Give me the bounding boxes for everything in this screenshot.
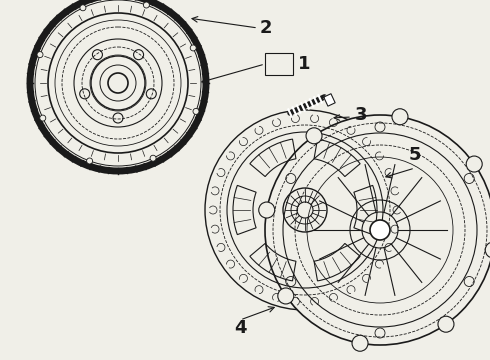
Circle shape xyxy=(352,335,368,351)
Circle shape xyxy=(150,155,156,161)
Circle shape xyxy=(438,316,454,332)
Circle shape xyxy=(485,242,490,258)
Circle shape xyxy=(37,51,43,58)
Circle shape xyxy=(193,108,199,114)
Text: 3: 3 xyxy=(355,106,368,124)
Text: 2: 2 xyxy=(260,19,272,37)
Circle shape xyxy=(190,45,196,51)
Text: 5: 5 xyxy=(409,146,421,164)
Circle shape xyxy=(87,158,93,164)
Circle shape xyxy=(144,2,149,8)
Text: 4: 4 xyxy=(234,319,246,337)
Circle shape xyxy=(40,115,46,121)
Text: 1: 1 xyxy=(298,55,311,73)
Circle shape xyxy=(278,288,294,304)
Circle shape xyxy=(265,115,490,345)
Polygon shape xyxy=(324,94,335,106)
Circle shape xyxy=(80,5,86,11)
Circle shape xyxy=(466,156,482,172)
Circle shape xyxy=(306,128,322,144)
Circle shape xyxy=(370,220,390,240)
Circle shape xyxy=(259,202,275,218)
Circle shape xyxy=(392,109,408,125)
